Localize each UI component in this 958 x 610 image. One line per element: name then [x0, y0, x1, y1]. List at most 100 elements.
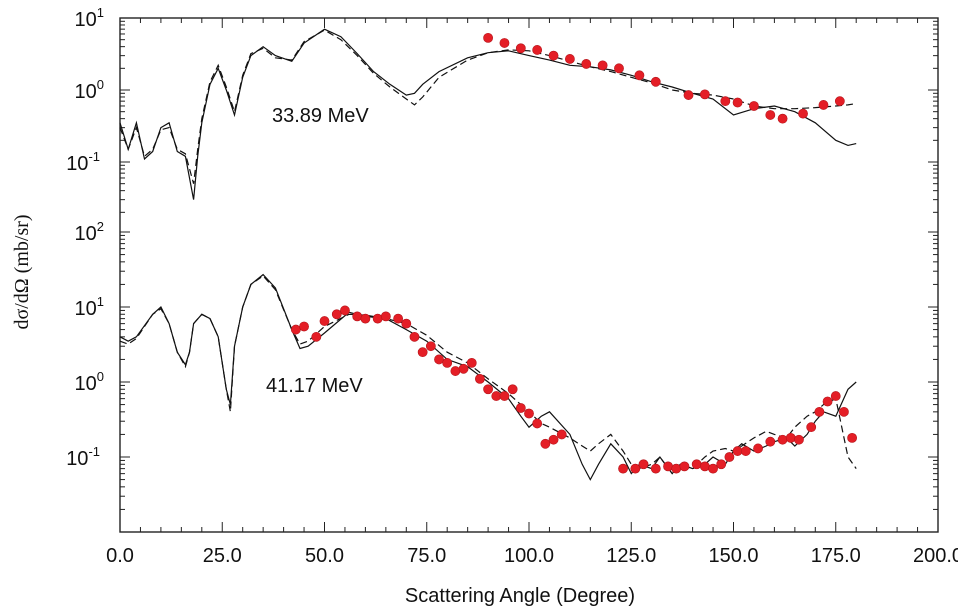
data-point	[340, 305, 350, 316]
data-point	[515, 43, 526, 54]
data-point	[360, 313, 371, 324]
data-point	[556, 429, 567, 440]
x-tick-label: 175.0	[811, 545, 861, 567]
y-tick-label: 101	[75, 5, 104, 31]
data-point	[515, 403, 526, 413]
panel-label-lower: 41.17 MeV	[266, 375, 363, 397]
data-point	[818, 100, 829, 110]
data-point	[630, 463, 641, 474]
data-point	[499, 391, 510, 401]
data-point	[650, 463, 661, 474]
data-point	[679, 461, 690, 472]
data-point	[683, 90, 694, 100]
y-axis-title: dσ/dΩ (mb/sr)	[11, 214, 33, 329]
data-point	[483, 384, 493, 395]
data-point	[834, 96, 845, 107]
x-axis-title: Scattering Angle (Degree)	[405, 585, 635, 607]
data-point	[597, 60, 608, 71]
data-point	[618, 463, 628, 474]
data-point	[732, 97, 743, 108]
data-point	[442, 357, 453, 368]
data-point	[740, 446, 751, 456]
data-point	[814, 406, 825, 417]
data-point	[798, 108, 808, 119]
data-point	[532, 45, 543, 55]
data-point	[847, 432, 858, 443]
y-tick-label: 10-1	[66, 444, 100, 470]
data-point	[409, 331, 420, 342]
data-point	[311, 331, 322, 342]
data-point	[777, 113, 788, 124]
data-point	[380, 311, 391, 322]
data-point	[720, 96, 731, 107]
data-point	[499, 38, 510, 48]
data-point	[393, 313, 404, 324]
data-point	[699, 89, 710, 100]
data-point	[565, 54, 575, 64]
data-point	[450, 366, 461, 376]
x-tick-label: 50.0	[305, 545, 344, 567]
data-point	[331, 309, 342, 320]
data-point	[753, 443, 763, 454]
data-point	[319, 316, 330, 326]
y-tick-label: 101	[75, 294, 104, 320]
y-tick-label: 10-1	[66, 149, 100, 175]
data-point	[663, 461, 673, 472]
data-point	[794, 434, 804, 445]
data-point	[548, 434, 559, 445]
data-point	[532, 418, 543, 429]
data-point	[524, 408, 534, 419]
data-point	[466, 357, 477, 368]
x-tick-label: 200.0	[913, 545, 958, 567]
x-tick-label: 0.0	[106, 545, 134, 567]
data-point	[458, 363, 469, 374]
x-tick-label: 100.0	[504, 545, 554, 567]
data-point	[765, 436, 776, 447]
data-point	[830, 391, 841, 401]
x-tick-labels: 0.0 25.0 50.0 75.0 100.0 125.0 150.0 175.0 200.0	[106, 545, 958, 567]
data-point	[417, 347, 428, 358]
data-point	[699, 461, 710, 472]
data-point	[299, 321, 309, 332]
x-tick-label: 25.0	[203, 545, 242, 567]
data-point	[483, 32, 493, 43]
points-layer	[290, 32, 858, 474]
data-point	[822, 396, 833, 407]
series-layer	[119, 28, 857, 481]
data-point	[401, 318, 412, 329]
plot-border	[119, 17, 939, 533]
data-point	[634, 70, 645, 81]
data-point	[839, 406, 849, 417]
series-line-solid-0	[119, 28, 857, 200]
plot-frame	[119, 17, 939, 533]
data-point	[806, 422, 817, 433]
data-point	[352, 311, 363, 322]
data-point	[614, 63, 624, 74]
data-point	[581, 59, 592, 69]
data-point	[708, 463, 718, 474]
y-tick-label: 100	[75, 369, 104, 395]
data-point	[548, 50, 559, 61]
data-point	[372, 313, 383, 324]
data-point	[777, 434, 788, 445]
axis-ticks	[119, 17, 939, 532]
data-point	[785, 432, 796, 443]
data-point	[290, 324, 301, 335]
data-point	[749, 101, 759, 111]
panel-label-upper: 33.89 MeV	[272, 105, 369, 127]
x-tick-label: 125.0	[606, 545, 656, 567]
data-point	[491, 391, 502, 401]
data-point	[638, 459, 649, 470]
x-tick-label: 150.0	[708, 545, 758, 567]
data-point	[765, 110, 776, 120]
data-point	[507, 384, 518, 395]
data-point	[434, 354, 444, 365]
x-tick-label: 75.0	[407, 545, 446, 567]
series-line-dashed-1	[119, 275, 857, 475]
data-point	[691, 459, 702, 470]
data-point	[475, 373, 485, 384]
y-tick-labels: 101 100 10-1 102 101 100 10-1	[66, 5, 104, 470]
data-point	[540, 438, 551, 449]
data-point	[716, 459, 727, 470]
